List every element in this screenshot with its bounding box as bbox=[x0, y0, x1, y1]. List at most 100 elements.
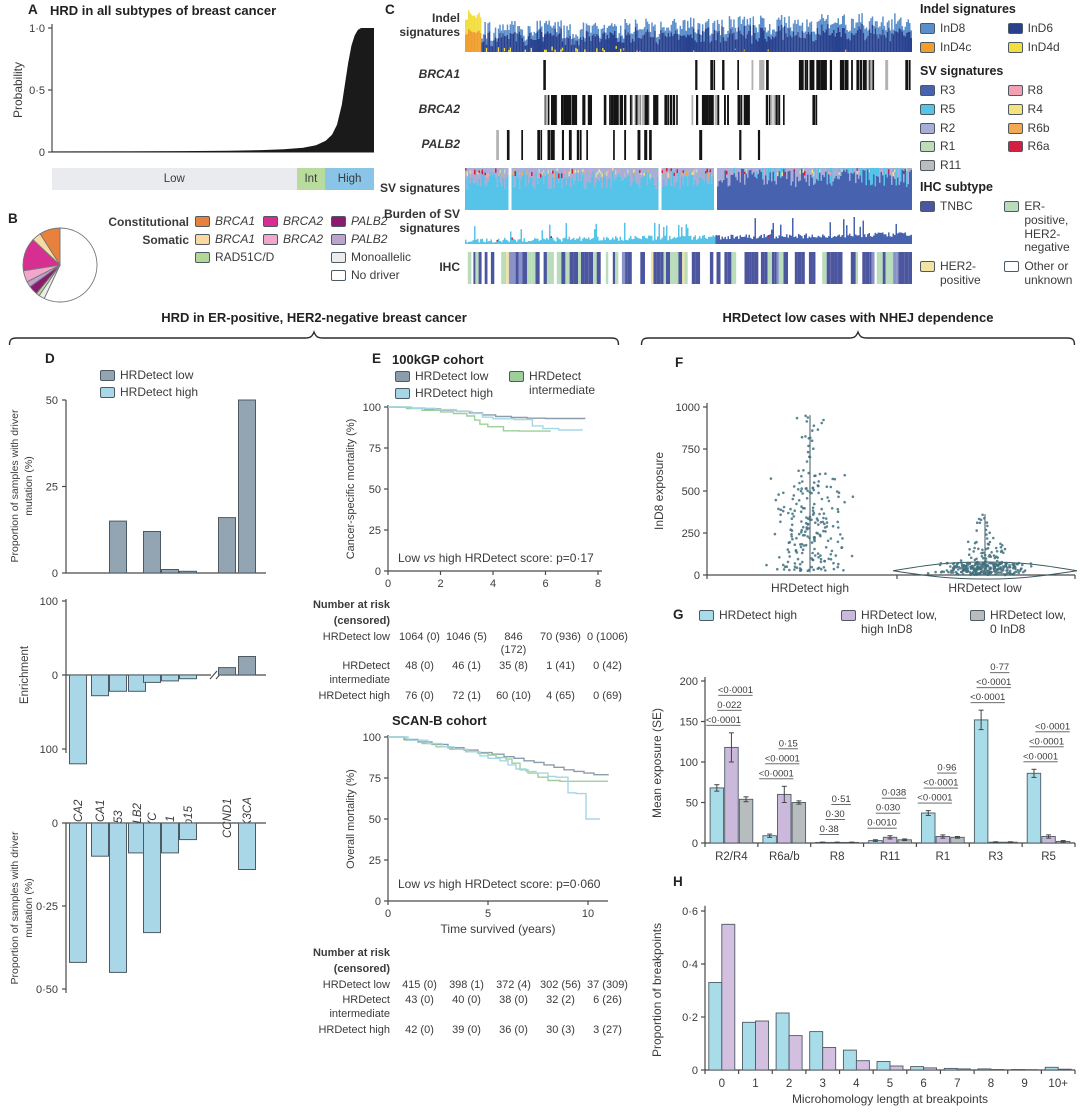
legend-label: R2 bbox=[940, 120, 956, 135]
risk-cell bbox=[443, 599, 490, 613]
legend-item: No driver bbox=[331, 268, 411, 283]
panel-a-chart: 1·0 0·5 0 Probability bbox=[11, 23, 374, 159]
risk-cell: 302 (56) bbox=[540, 978, 581, 991]
chart-text: 0 bbox=[692, 838, 698, 850]
legend-item: R8 bbox=[1007, 83, 1078, 98]
y-axis-label: Cancer-specific mortality (%) bbox=[345, 419, 357, 560]
x-category-label: R2/R4 bbox=[715, 851, 748, 863]
p-value: <0·0001 bbox=[1035, 721, 1070, 732]
legend-label: R6b bbox=[1027, 120, 1050, 135]
bar-PIK3CA bbox=[238, 822, 256, 870]
y-axis-label: Proportion of samples with driver bbox=[9, 831, 21, 984]
legend-label: HRDetect low, high InD8 bbox=[861, 608, 938, 636]
track-label-brca1: BRCA1 bbox=[418, 67, 460, 81]
chart-text: 0 bbox=[385, 578, 391, 590]
risk-cell: 398 (1) bbox=[449, 978, 484, 991]
chart-text: 250 bbox=[682, 528, 700, 540]
panel-f: F 0 250 500 750 1000 HRDetect high HRDetect lo… bbox=[645, 345, 1080, 603]
chart-text: 0·25 bbox=[36, 901, 58, 913]
panel-b-label: B bbox=[8, 211, 18, 226]
legend-label: Monoallelic bbox=[351, 250, 412, 264]
panel-g-label: G bbox=[673, 607, 684, 622]
legend-item: BRCA2 bbox=[263, 232, 327, 247]
legend-item: HRDetect high bbox=[699, 608, 797, 623]
legend-items: InD8 InD6 InD4c InD4d bbox=[920, 21, 1078, 55]
bar-RB1 bbox=[161, 822, 179, 854]
driver-pie-chart bbox=[22, 227, 98, 303]
p-value: 0·030 bbox=[876, 803, 900, 814]
hist-bar-high-3 bbox=[809, 1031, 824, 1071]
enrichment-bar-TP53 bbox=[109, 674, 127, 692]
swatch-somatic-palb2 bbox=[331, 234, 346, 245]
bar-CCND1 bbox=[218, 517, 236, 574]
y-axis-label: Proportion of breakpoints bbox=[650, 923, 664, 1057]
legend-label: PALB2 bbox=[351, 232, 388, 246]
risk-cell: 72 (1) bbox=[452, 689, 481, 702]
legend-item: InD8 bbox=[920, 21, 990, 36]
legend-label: HRDetect low, 0 InD8 bbox=[990, 608, 1067, 636]
y-axis-label: Probability bbox=[11, 62, 25, 118]
risk-cell bbox=[396, 947, 443, 961]
chart-text: 10 bbox=[582, 908, 594, 920]
bar-R3 bbox=[973, 719, 989, 844]
legend-label: R3 bbox=[940, 83, 956, 97]
x-category-label: 0 bbox=[719, 1078, 725, 1090]
panel-a: A HRD in all subtypes of breast cancer 1… bbox=[8, 0, 380, 203]
chart-text: 8 bbox=[595, 578, 601, 590]
x-category-label: 4 bbox=[853, 1078, 860, 1090]
legend-item: InD4c bbox=[920, 40, 990, 55]
risk-cell bbox=[490, 947, 537, 961]
y-axis-label: InD8 exposure bbox=[652, 452, 666, 530]
x-category-label: R11 bbox=[880, 851, 900, 863]
legend-item: R4 bbox=[1007, 102, 1078, 117]
risk-cell: 36 (0) bbox=[499, 1023, 528, 1036]
x-category-label: 7 bbox=[954, 1078, 960, 1090]
y-axis-label: Mean exposure (SE) bbox=[650, 708, 664, 818]
x-category-label: R3 bbox=[988, 851, 1003, 863]
p-value: 0·38 bbox=[820, 824, 839, 835]
chart-text: 0·6 bbox=[682, 906, 698, 918]
track-label-palb2: PALB2 bbox=[421, 137, 460, 151]
chart-text: 75 bbox=[369, 773, 381, 785]
x-category-label: HRDetect high bbox=[771, 581, 849, 595]
swatch-r11 bbox=[920, 160, 935, 172]
enrichment-bar-BRCA1 bbox=[91, 674, 109, 697]
legend-item: R1 bbox=[920, 140, 990, 154]
bar-PALB2 bbox=[128, 822, 146, 854]
legend-label: TNBC bbox=[940, 199, 973, 213]
p-value: <0·0001 bbox=[706, 715, 741, 726]
swatch-no-driver bbox=[331, 269, 346, 281]
swatch-rad51cd bbox=[195, 252, 210, 263]
legend-item: ER-positive, HER2-negative bbox=[1004, 199, 1078, 255]
enrichment-bar-CCND1 bbox=[218, 667, 236, 676]
track-label-brca2: BRCA2 bbox=[418, 102, 460, 116]
enrichment-bar-PALB2 bbox=[128, 674, 146, 692]
x-category-label: 6 bbox=[920, 1078, 926, 1090]
legend-item: BRCA1 bbox=[195, 214, 259, 229]
sv-signatures-track bbox=[465, 168, 912, 210]
violin-outline bbox=[892, 561, 1078, 580]
risk-cell: 70 (936) bbox=[540, 630, 581, 643]
legend-item: BRCA1 bbox=[195, 232, 259, 247]
risk-row-label: HRDetect intermediate bbox=[329, 994, 390, 1020]
risk-cell: 32 (2) bbox=[546, 994, 575, 1007]
hist-bar-high-6 bbox=[910, 1066, 925, 1071]
panel-e: E 100kGP cohort HRDetect low HRDetect hi… bbox=[300, 345, 632, 1067]
risk-cell: 46 (1) bbox=[452, 660, 481, 672]
bar-BRCA2 bbox=[69, 822, 87, 963]
risk-cell bbox=[584, 615, 631, 629]
swatch-g-low-0-ind8 bbox=[970, 610, 985, 621]
chart-text: 100 bbox=[40, 744, 58, 756]
swatch-somatic-brca1 bbox=[195, 234, 210, 245]
legend-block: IHC subtype TNBC HER2-positive ER-positive,… bbox=[920, 180, 1078, 288]
hist-bar-high-0 bbox=[708, 982, 723, 1071]
legend-label: ER-positive, HER2-negative bbox=[1024, 199, 1070, 255]
bar-MYC bbox=[143, 531, 161, 574]
brace-path bbox=[8, 330, 620, 346]
swatch-somatic-brca2 bbox=[263, 234, 278, 245]
hist-bar-low-0 bbox=[721, 923, 736, 1071]
chart-text: 25 bbox=[46, 482, 58, 494]
legend-items: R3 R5 R2 R1 R11 R8 R4 R6b R6a bbox=[920, 83, 1078, 173]
p-value: <0·0001 bbox=[976, 677, 1011, 688]
bar-MYC bbox=[143, 822, 161, 934]
